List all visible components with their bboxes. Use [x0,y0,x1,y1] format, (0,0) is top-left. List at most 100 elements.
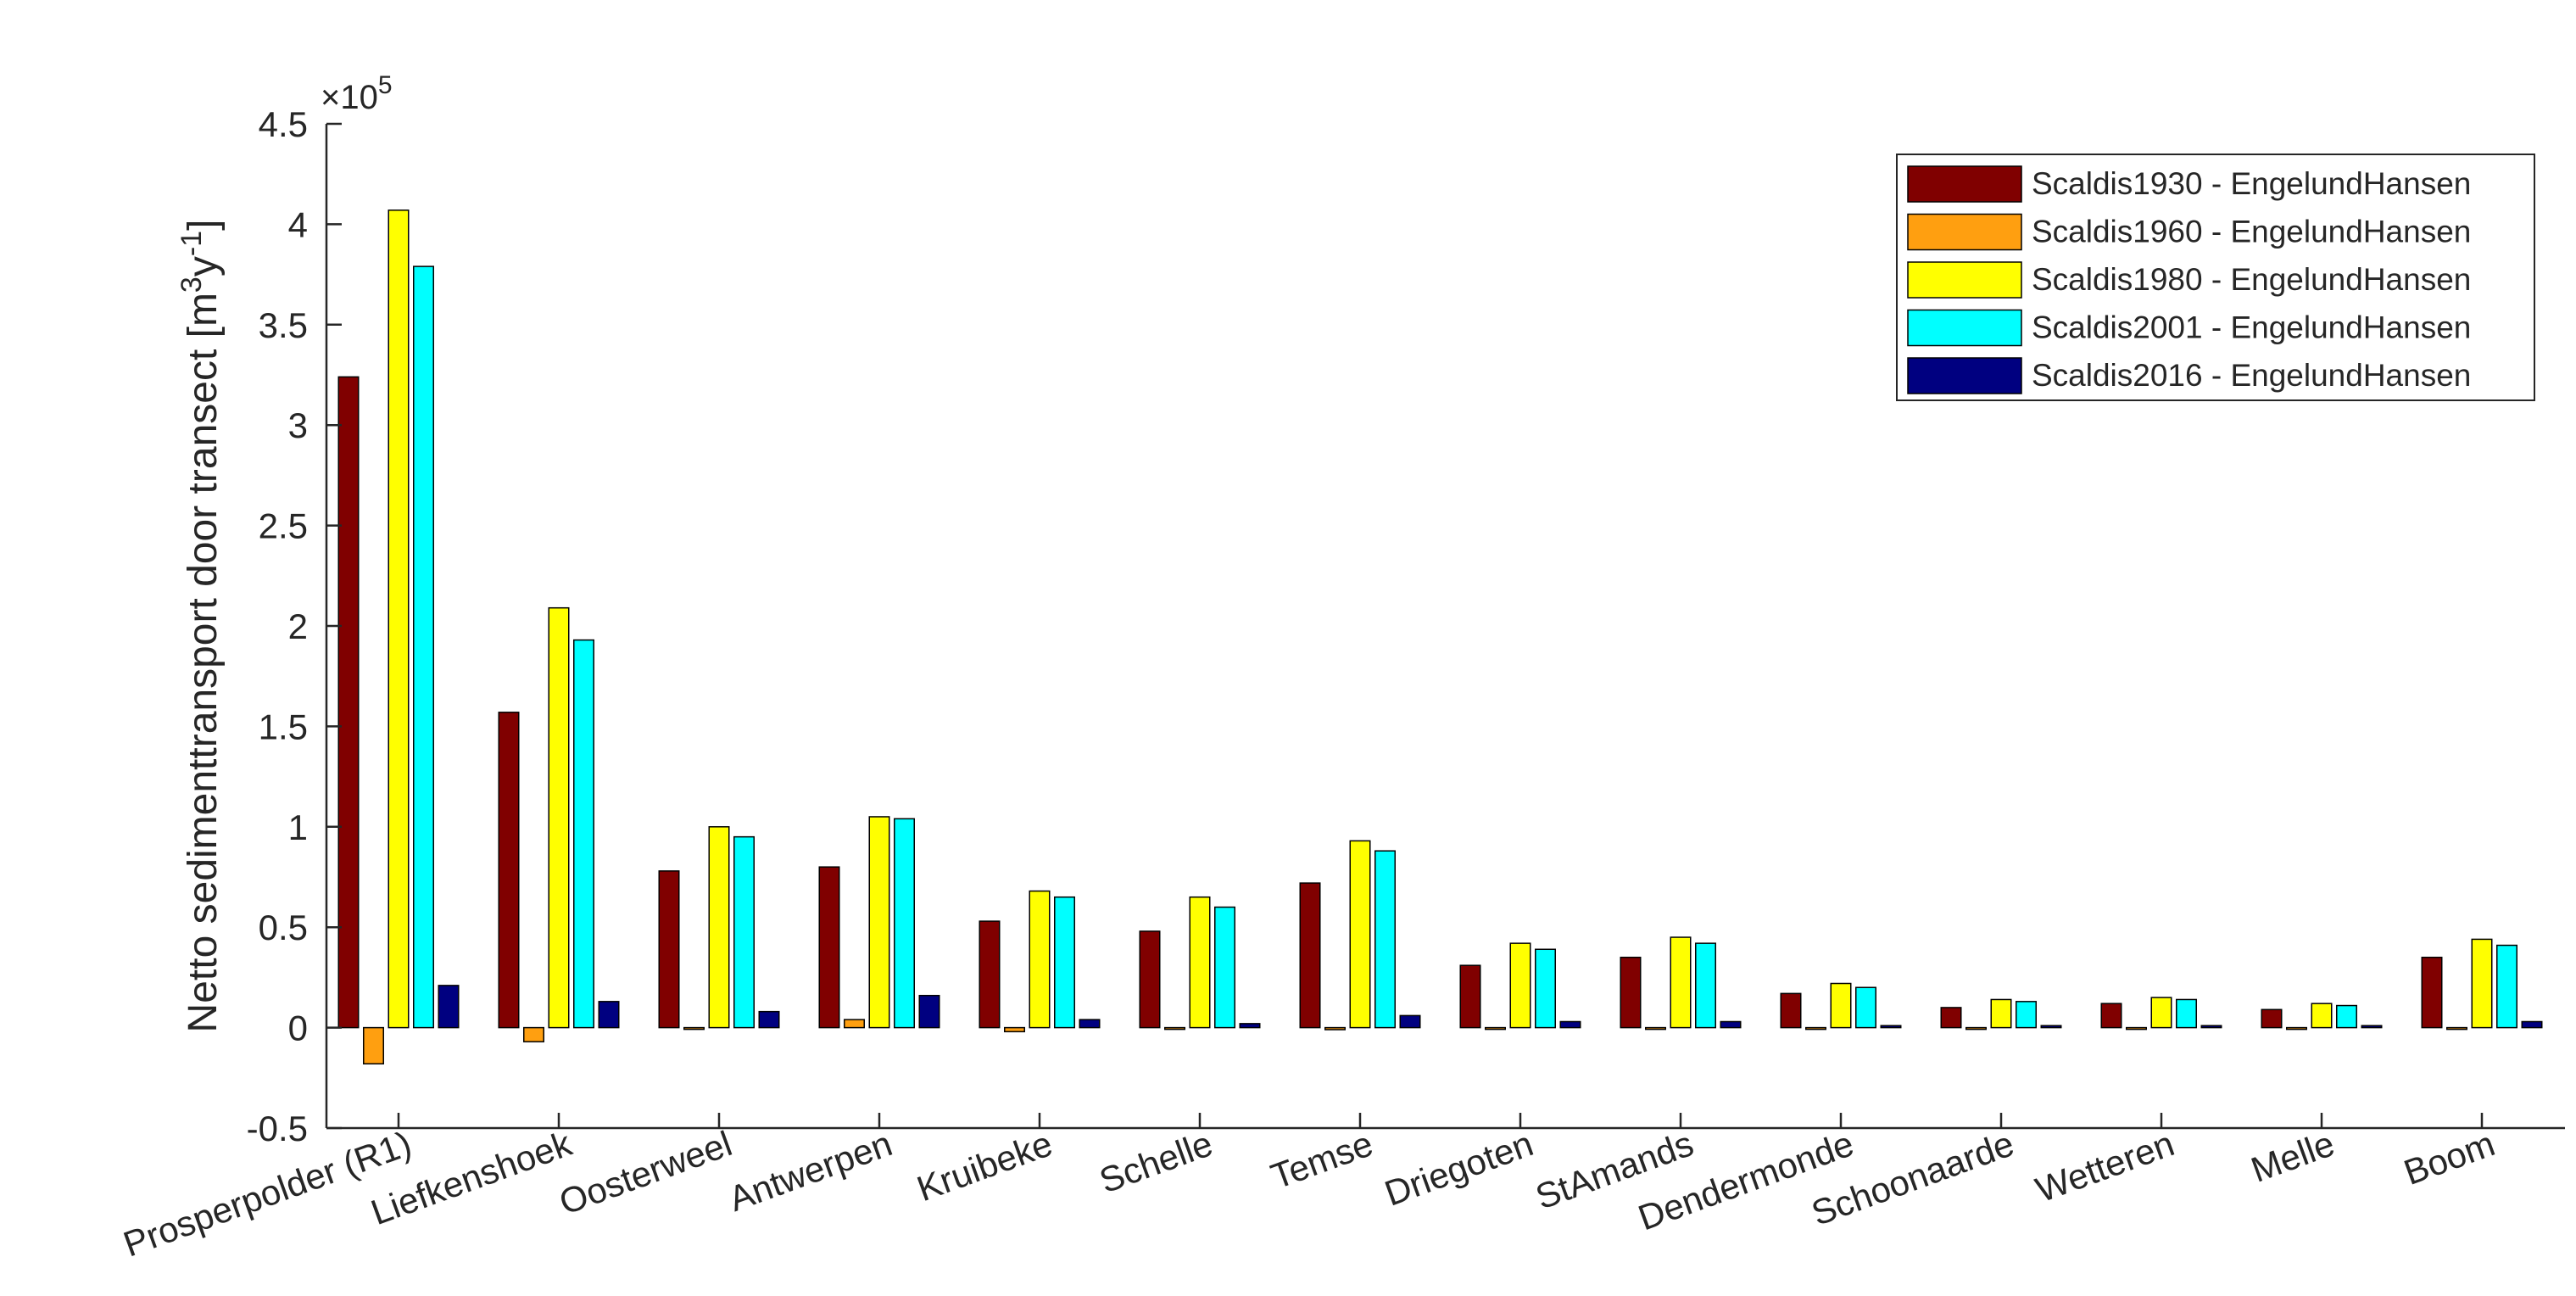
legend: Scaldis1930 - EngelundHansen Scaldis1960 … [1896,154,2535,401]
bar [1720,1020,1742,1029]
bar [1645,1026,1666,1031]
bar [2446,1026,2467,1031]
bar [1079,1019,1101,1029]
bar [1324,1026,1346,1031]
bar [1509,942,1531,1029]
y-tick-label: 4 [288,204,308,244]
bar [1535,948,1556,1029]
category-label: Temse [1266,1123,1378,1196]
bar [1239,1023,1261,1029]
bar [1029,890,1051,1029]
category-label: Schelle [1095,1123,1218,1200]
bar [2176,998,2197,1029]
y-tick-label: 0 [288,1008,308,1048]
y-ticks: -0.5 0 0.5 1 1.5 2 2.5 3 3.5 4 4.5 [247,104,342,1148]
bar [1164,1026,1185,1031]
y-tick-label: 3 [288,405,308,445]
bar [1780,992,1802,1029]
bar [1880,1025,1902,1029]
bar [1855,986,1876,1029]
bar [1349,840,1371,1029]
legend-label: Scaldis1980 - EngelundHansen [2032,262,2471,297]
bar [573,639,594,1029]
bar [2471,938,2493,1029]
y-tick-label: 2.5 [259,506,308,546]
bar [1695,942,1716,1029]
y-axis-label: Netto sedimenttransport door transect [m… [176,220,226,1033]
bar [1620,956,1642,1029]
bar [1214,906,1235,1029]
bar [2261,1008,2283,1029]
bar [1299,882,1321,1029]
bar [979,920,1001,1029]
bar [1485,1026,1506,1031]
bar [1670,936,1692,1029]
x-ticks: Prosperpolder (R1)LiefkenshoekOosterweel… [118,1113,2500,1265]
bar [413,265,434,1029]
y-tick-label: 2 [288,606,308,646]
bar [894,818,915,1029]
bar [2100,1003,2122,1029]
bar [2521,1020,2543,1029]
category-label: Antwerpen [723,1123,897,1219]
bar [2336,1004,2357,1029]
bar [1805,1026,1826,1031]
bar [523,1026,544,1042]
bar [918,994,940,1029]
category-label: Boom [2399,1123,2500,1193]
bar [498,712,520,1029]
bar [1004,1026,1025,1033]
bar [1990,998,2012,1029]
category-label: Melle [2246,1123,2339,1189]
y-tick-label: -0.5 [247,1109,308,1148]
bar [658,870,680,1029]
category-label: Oosterweel [554,1123,737,1222]
y-exponent-power: 5 [378,71,393,99]
bar [1459,964,1481,1029]
bar [548,606,570,1029]
legend-swatch [1907,213,2022,251]
bar [2421,956,2443,1029]
bar [683,1026,705,1031]
legend-items: Scaldis1930 - EngelundHansen Scaldis1960 … [1907,165,2471,394]
bar [1830,982,1852,1029]
legend-label: Scaldis2016 - EngelundHansen [2032,358,2471,393]
bar [598,1001,620,1029]
bar [758,1010,780,1029]
bar [2200,1025,2222,1029]
bar [2361,1025,2383,1029]
bar [438,985,460,1029]
category-label: Wetteren [2031,1123,2179,1209]
category-label: Kruibeke [912,1123,1057,1209]
bar [1054,896,1075,1029]
y-tick-label: 1 [288,807,308,847]
bar [1399,1014,1421,1029]
bar [708,826,730,1029]
legend-swatch [1907,261,2022,299]
bar [2286,1026,2307,1031]
bar [733,835,755,1029]
legend-label: Scaldis1960 - EngelundHansen [2032,215,2471,249]
y-tick-label: 0.5 [259,908,308,947]
legend-label: Scaldis2001 - EngelundHansen [2032,310,2471,345]
y-tick-label: 3.5 [259,305,308,345]
bar [1559,1020,1581,1029]
bar [1189,896,1211,1029]
bar [2311,1003,2333,1029]
legend-swatch [1907,309,2022,347]
bar [388,209,410,1029]
bars-layer [337,209,2543,1064]
bar [2150,997,2172,1029]
bar [2496,944,2517,1029]
legend-swatch [1907,357,2022,394]
legend-swatch [1907,165,2022,203]
category-label: Driegoten [1380,1123,1538,1213]
bar [2016,1001,2037,1029]
bar [363,1026,384,1064]
bar [2040,1025,2062,1029]
bar [1940,1007,1962,1029]
bar [868,816,890,1029]
bar [844,1019,865,1029]
y-tick-label: 4.5 [259,104,308,144]
